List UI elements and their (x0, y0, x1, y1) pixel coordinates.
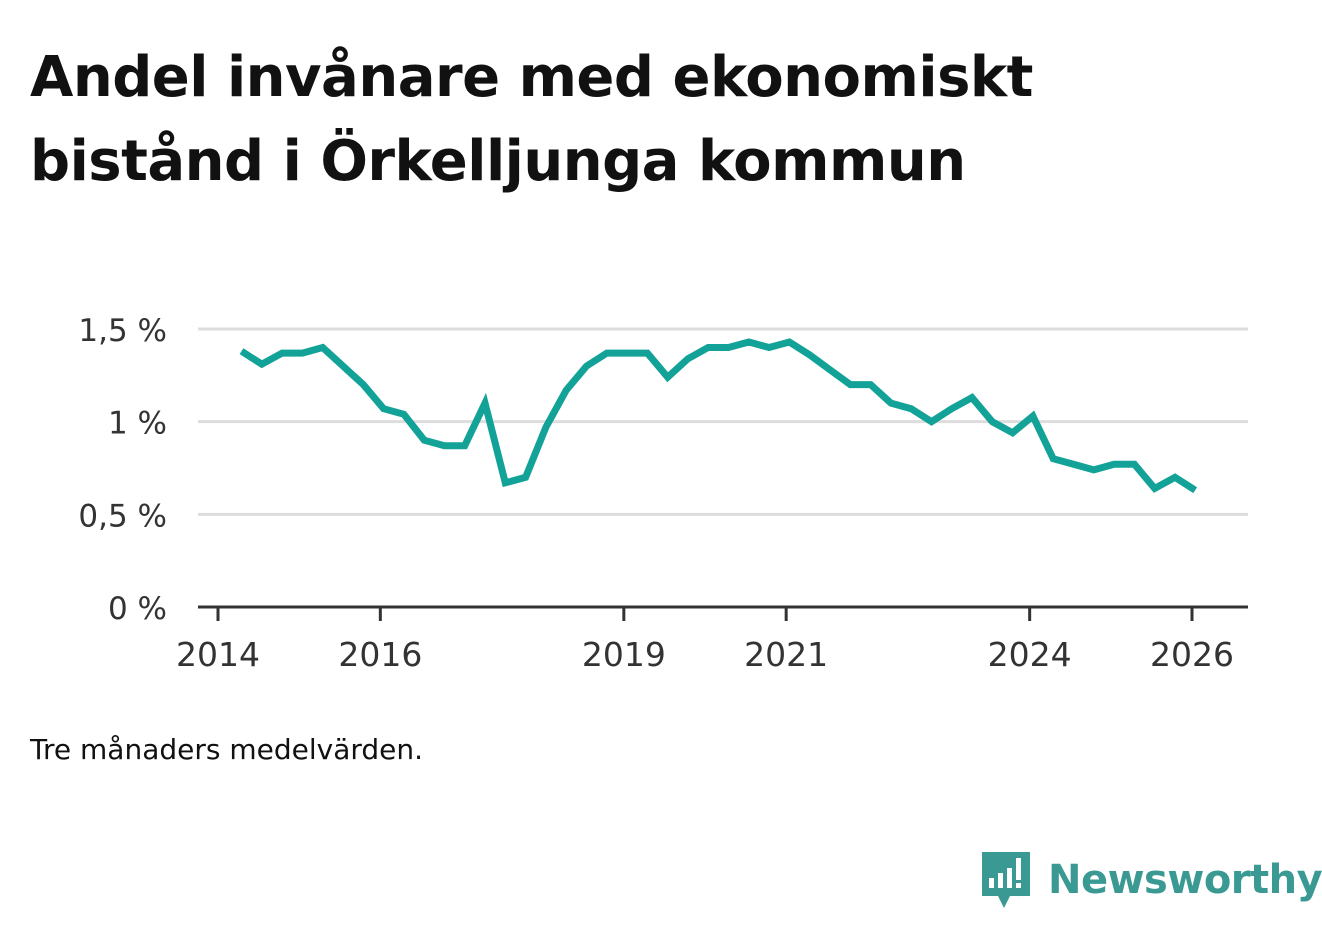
data-point (319, 344, 326, 351)
data-point (563, 387, 570, 394)
data-point (583, 363, 590, 370)
x-tick-label: 2014 (176, 635, 260, 674)
x-axis-labels: 2014 2016 2019 2021 2024 2026 (176, 635, 1234, 674)
y-tick-label: 0,5 % (78, 498, 167, 534)
data-point (766, 344, 773, 351)
data-point (847, 381, 854, 388)
brand-name: Newsworthy (1048, 857, 1322, 903)
data-point (989, 418, 996, 425)
data-point (887, 400, 894, 407)
brand-logo[interactable]: Newsworthy (980, 848, 1322, 912)
x-tick-label: 2026 (1150, 635, 1234, 674)
data-point (279, 350, 286, 357)
data-point (380, 405, 387, 412)
data-point (461, 442, 468, 449)
data-point (786, 339, 793, 346)
data-point (624, 350, 631, 357)
data-point (745, 339, 752, 346)
x-tick-label: 2024 (988, 635, 1072, 674)
y-tick-label: 0 % (108, 591, 167, 627)
data-point (258, 361, 265, 368)
data-point (827, 366, 834, 373)
data-point (1009, 429, 1016, 436)
data-point (1029, 413, 1036, 420)
data-point (1131, 461, 1138, 468)
gridlines (198, 327, 1248, 516)
data-point (685, 355, 692, 362)
y-tick-label: 1,5 % (78, 313, 167, 349)
data-point (340, 363, 347, 370)
data-point (705, 344, 712, 351)
data-point (360, 381, 367, 388)
data-point (908, 405, 915, 412)
data-point (421, 437, 428, 444)
data-point (238, 348, 245, 355)
data-point (299, 350, 306, 357)
data-point (1090, 466, 1097, 473)
data-point (502, 479, 509, 486)
data-point (522, 474, 529, 481)
data-point (644, 350, 651, 357)
data-point (928, 418, 935, 425)
x-tick-label: 2019 (582, 635, 666, 674)
series-layer (238, 338, 1199, 494)
y-tick-label: 1 % (108, 406, 167, 442)
data-point (603, 350, 610, 357)
data-point (1111, 461, 1118, 468)
data-point (1070, 461, 1077, 468)
x-tick-label: 2021 (744, 635, 828, 674)
series-line-0 (239, 338, 1198, 494)
line-chart: 0 % 0,5 % 1 % 1,5 % 2014 2016 2019 2021 2024 202… (78, 313, 1248, 674)
data-point (1172, 474, 1179, 481)
data-point (969, 394, 976, 401)
data-point (725, 344, 732, 351)
data-point (948, 405, 955, 412)
x-axis (198, 605, 1248, 621)
chart-note: Tre månaders medelvärden. (30, 733, 424, 766)
y-axis-labels: 0 % 0,5 % 1 % 1,5 % (78, 313, 167, 627)
data-point (482, 400, 489, 407)
data-point (867, 381, 874, 388)
data-point (441, 442, 448, 449)
data-point (400, 411, 407, 418)
chart-title-line-1: Andel invånare med ekonomiskt (30, 45, 1033, 110)
chart-title: Andel invånare med ekonomiskt bistånd i … (30, 36, 1230, 204)
data-point (806, 351, 813, 358)
data-point (1151, 485, 1158, 492)
newsworthy-logo-icon (982, 852, 1030, 908)
data-point (1050, 455, 1057, 462)
chart-title-line-2: bistånd i Örkelljunga kommun (30, 129, 966, 194)
data-point (1192, 487, 1199, 494)
data-point (664, 374, 671, 381)
data-point (542, 424, 549, 431)
x-tick-label: 2016 (338, 635, 422, 674)
